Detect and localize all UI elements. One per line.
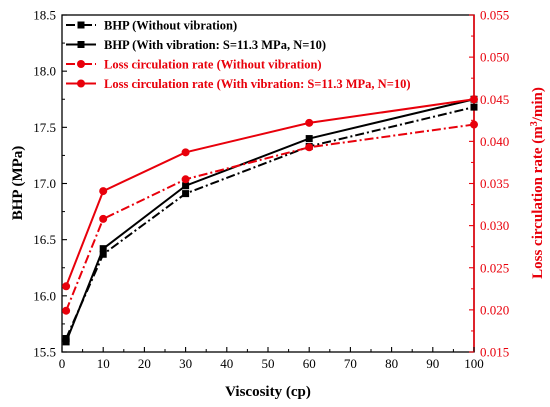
legend-label: Loss circulation rate (Without vibration…: [104, 58, 322, 72]
x-tick-label: 30: [179, 356, 192, 371]
data-point: [99, 214, 108, 223]
x-tick-label: 40: [220, 356, 233, 371]
legend-item: BHP (With vibration: S=11.3 MPa, N=10): [66, 38, 326, 52]
legend-label: BHP (Without vibration): [104, 19, 237, 33]
data-point: [62, 306, 71, 315]
left-y-tick-label: 15.5: [33, 345, 56, 360]
ticks: 0 10 20 30 40 50 60 70 80 90 100 15.5 16.0 16.5 17.0 17…: [33, 8, 509, 372]
x-tick-label: 50: [262, 356, 275, 371]
data-point: [99, 245, 107, 253]
right-y-tick-label: 0.045: [480, 92, 509, 107]
right-y-tick-label: 0.020: [480, 302, 509, 317]
series-3: [62, 120, 478, 315]
left-y-tick-label: 18.0: [33, 64, 56, 79]
data-point: [182, 182, 190, 190]
right-y-tick-label: 0.050: [480, 50, 509, 65]
legend-swatch-marker: [77, 60, 85, 68]
legend-label: BHP (With vibration: S=11.3 MPa, N=10): [104, 38, 326, 52]
right-y-tick-label: 0.040: [480, 134, 509, 149]
data-point: [182, 190, 190, 198]
x-tick-label: 100: [464, 356, 484, 371]
legend-label: Loss circulation rate (With vibration: S…: [104, 77, 410, 91]
data-point: [470, 120, 478, 129]
data-point: [62, 338, 70, 346]
right-y-tick-label: 0.035: [480, 176, 509, 191]
data-point: [305, 118, 314, 127]
legend-item: Loss circulation rate (Without vibration…: [66, 58, 322, 72]
left-y-tick-label: 16.0: [33, 288, 56, 303]
legend-swatch-marker: [77, 41, 85, 48]
x-tick-label: 10: [97, 356, 110, 371]
data-point: [99, 250, 107, 258]
series-layer: [62, 95, 478, 346]
legend-item: BHP (Without vibration): [66, 19, 237, 33]
legend: BHP (Without vibration) BHP (With vibrati…: [66, 19, 410, 91]
x-tick-label: 60: [303, 356, 316, 371]
right-y-tick-label: 0.055: [480, 8, 509, 23]
right-y-tick-label: 0.030: [480, 218, 509, 233]
data-point: [181, 148, 190, 157]
x-tick-label: 0: [59, 356, 66, 371]
left-y-tick-label: 16.5: [33, 232, 56, 247]
data-point: [470, 95, 478, 104]
legend-swatch-marker: [77, 79, 85, 88]
data-point: [99, 187, 108, 196]
series-1: [62, 103, 478, 343]
right-axis-title: Loss circulation rate (m3/min): [529, 87, 546, 279]
series-line: [65, 106, 475, 339]
left-y-tick-label: 18.5: [33, 8, 56, 23]
data-point: [181, 175, 190, 184]
series-4: [62, 95, 478, 291]
data-point: [305, 143, 314, 152]
data-point: [305, 135, 313, 143]
x-tick-label: 80: [385, 356, 398, 371]
legend-item: Loss circulation rate (With vibration: S…: [66, 77, 410, 91]
x-tick-label: 70: [344, 356, 357, 371]
x-axis-title: Viscosity (cp): [225, 384, 311, 400]
series-line: [65, 98, 475, 343]
left-axis-title: BHP (MPa): [10, 146, 26, 221]
legend-swatch-marker: [77, 21, 85, 29]
left-y-tick-label: 17.0: [33, 176, 56, 191]
right-y-tick-label: 0.015: [480, 345, 509, 360]
data-point: [62, 282, 71, 291]
data-point: [470, 103, 478, 111]
series-line: [65, 98, 475, 287]
x-tick-label: 90: [426, 356, 439, 371]
x-tick-label: 20: [138, 356, 151, 371]
right-y-tick-label: 0.025: [480, 260, 509, 275]
left-y-tick-label: 17.5: [33, 120, 56, 135]
